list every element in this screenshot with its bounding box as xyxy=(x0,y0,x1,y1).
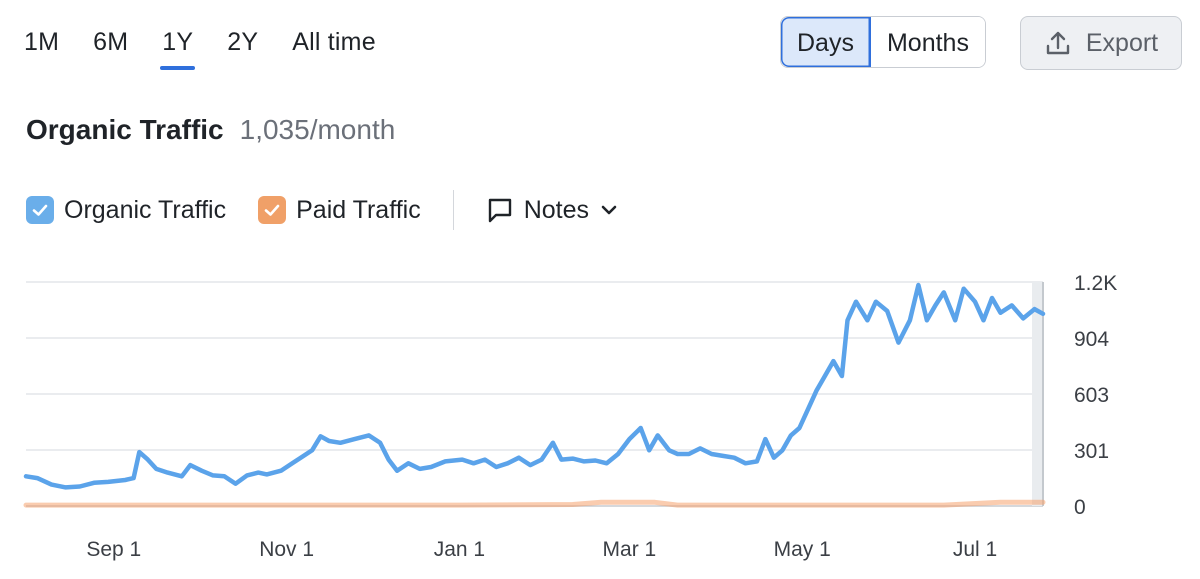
period-tabs: 1M 6M 1Y 2Y All time xyxy=(24,26,410,70)
notes-dropdown[interactable]: Notes xyxy=(486,196,619,225)
organic-traffic-line xyxy=(23,282,1046,490)
y-tick-label: 904 xyxy=(1074,328,1109,351)
x-tick-label: Mar 1 xyxy=(603,538,657,561)
x-tick-label: Jul 1 xyxy=(953,538,997,561)
checkbox-icon[interactable] xyxy=(26,196,54,224)
months-button[interactable]: Months xyxy=(870,17,985,67)
chart-latest-band xyxy=(1032,282,1044,506)
chart-series xyxy=(23,282,1046,508)
legend-paid-label: Paid Traffic xyxy=(296,195,421,224)
export-button[interactable]: Export xyxy=(1020,16,1182,70)
chart-header: Organic Traffic 1,035/month xyxy=(26,114,395,146)
period-tab-all-time[interactable]: All time xyxy=(292,28,376,56)
x-axis-ticks: Sep 1 Nov 1 Jan 1 Mar 1 May 1 Jul 1 xyxy=(86,538,997,561)
y-axis-ticks: 0 301 603 904 1.2K xyxy=(1074,272,1117,519)
x-tick-label: Sep 1 xyxy=(86,538,141,561)
chart-legend: Organic Traffic Paid Traffic Notes xyxy=(26,190,619,230)
x-tick-label: Jan 1 xyxy=(434,538,485,561)
traffic-summary: 1,035/month xyxy=(239,114,396,145)
days-button[interactable]: Days xyxy=(781,17,871,67)
traffic-line-chart: 0 301 603 904 1.2K Sep 1 Nov 1 Jan 1 Mar 1 May 1… xyxy=(23,272,1117,561)
y-tick-label: 1.2K xyxy=(1074,272,1117,295)
x-tick-label: Nov 1 xyxy=(259,538,314,561)
legend-divider xyxy=(452,190,454,230)
y-tick-label: 301 xyxy=(1074,440,1109,463)
legend-paid-traffic[interactable]: Paid Traffic xyxy=(258,196,421,225)
legend-organic-traffic[interactable]: Organic Traffic xyxy=(26,196,226,225)
legend-organic-label: Organic Traffic xyxy=(64,195,227,224)
paid-traffic-line xyxy=(23,499,1046,508)
y-tick-label: 603 xyxy=(1074,384,1109,407)
checkbox-icon[interactable] xyxy=(258,196,287,224)
period-tab-1m[interactable]: 1M xyxy=(24,28,60,56)
period-tab-6m[interactable]: 6M xyxy=(93,28,129,56)
chevron-down-icon xyxy=(601,205,617,215)
granularity-toggle: Days Months xyxy=(780,16,986,68)
comment-icon xyxy=(488,198,511,223)
upload-icon xyxy=(1046,31,1070,55)
period-tab-1y[interactable]: 1Y xyxy=(160,26,196,70)
export-label: Export xyxy=(1085,28,1159,57)
x-tick-label: May 1 xyxy=(774,538,831,561)
notes-label: Notes xyxy=(523,195,590,224)
y-tick-label: 0 xyxy=(1074,496,1086,519)
page-title: Organic Traffic xyxy=(26,114,224,145)
period-tab-2y[interactable]: 2Y xyxy=(227,28,259,56)
